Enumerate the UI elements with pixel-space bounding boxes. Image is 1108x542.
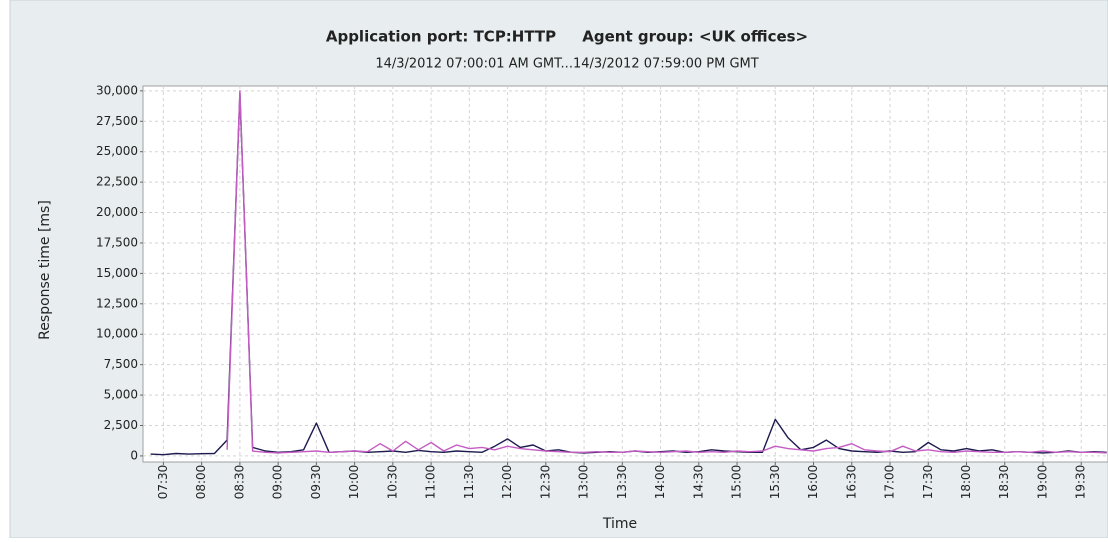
x-tick-label: 12:30 bbox=[538, 465, 552, 500]
y-axis-label: Response time [ms] bbox=[37, 200, 53, 340]
y-tick-label: 17,500 bbox=[96, 235, 138, 249]
x-tick-label: 09:00 bbox=[271, 465, 285, 500]
y-tick-label: 30,000 bbox=[96, 83, 138, 97]
x-tick-label: 19:30 bbox=[1074, 465, 1088, 500]
y-tick-label: 22,500 bbox=[96, 175, 138, 189]
x-axis-label: Time bbox=[602, 516, 637, 532]
y-tick-label: 7,500 bbox=[104, 357, 138, 371]
plot-area bbox=[142, 85, 1108, 463]
x-tick-label: 15:00 bbox=[730, 465, 744, 500]
x-tick-label: 18:30 bbox=[997, 465, 1011, 500]
x-tick-label: 16:30 bbox=[844, 465, 858, 500]
x-tick-label: 07:30 bbox=[156, 465, 170, 500]
x-tick-label: 19:00 bbox=[1035, 465, 1049, 500]
x-tick-label: 16:00 bbox=[806, 465, 820, 500]
x-tick-label: 08:00 bbox=[194, 465, 208, 500]
x-tick-label: 08:30 bbox=[232, 465, 246, 500]
chart-subtitle: 14/3/2012 07:00:01 AM GMT...14/3/2012 07… bbox=[375, 57, 758, 72]
x-tick-label: 09:30 bbox=[309, 465, 323, 500]
series-line bbox=[226, 90, 1107, 454]
y-tick-label: 2,500 bbox=[104, 418, 138, 432]
x-tick-label: 18:00 bbox=[959, 465, 973, 500]
y-tick-label: 0 bbox=[130, 448, 138, 462]
y-tick-label: 10,000 bbox=[96, 327, 138, 341]
y-tick-label: 20,000 bbox=[96, 205, 138, 219]
y-tick-label: 25,000 bbox=[96, 144, 138, 158]
x-tick-label: 10:30 bbox=[385, 465, 399, 500]
y-tick-label: 5,000 bbox=[104, 388, 138, 402]
x-tick-label: 13:00 bbox=[577, 465, 591, 500]
chart-title: Application port: TCP:HTTP Agent group: … bbox=[326, 28, 808, 46]
x-tick-label: 14:30 bbox=[691, 465, 705, 500]
x-tick-label: 14:00 bbox=[653, 465, 667, 500]
x-tick-label: 11:00 bbox=[424, 465, 438, 500]
x-tick-label: 10:00 bbox=[347, 465, 361, 500]
x-tick-label: 15:30 bbox=[768, 465, 782, 500]
x-tick-label: 11:30 bbox=[462, 465, 476, 500]
y-tick-label: 15,000 bbox=[96, 266, 138, 280]
x-tick-label: 17:00 bbox=[883, 465, 897, 500]
x-tick-label: 13:30 bbox=[615, 465, 629, 500]
y-tick-label: 12,500 bbox=[96, 296, 138, 310]
x-tick-label: 12:00 bbox=[500, 465, 514, 500]
y-tick-label: 27,500 bbox=[96, 114, 138, 128]
x-tick-label: 17:30 bbox=[921, 465, 935, 500]
